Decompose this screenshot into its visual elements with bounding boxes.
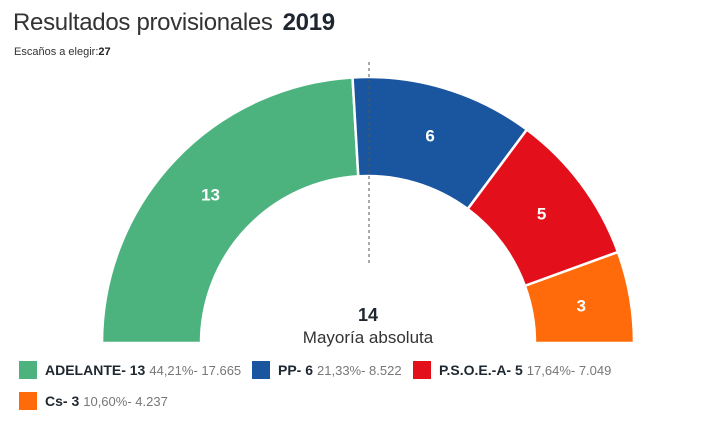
legend-name: ADELANTE- 13 [45, 362, 146, 378]
page-title: Resultados provisionales 2019 [13, 9, 335, 37]
majority-label: Mayoría absoluta [302, 328, 434, 347]
legend-swatch [413, 361, 431, 379]
legend-name: P.S.O.E.-A- 5 [439, 362, 523, 378]
majority-value: 14 [357, 305, 379, 325]
title-text: Resultados provisionales [13, 9, 273, 36]
legend-swatch [252, 361, 270, 379]
legend-name: Cs- 3 [45, 393, 80, 409]
slice-adelante[interactable] [100, 76, 360, 345]
seats-label: Escaños a elegir: [14, 46, 99, 58]
slice-cs[interactable] [523, 250, 636, 345]
seat-label-psoea: 5 [537, 205, 546, 224]
legend-swatch [19, 361, 37, 379]
legend-stat: 10,60%- 4.237 [83, 393, 168, 409]
legend-item-cs[interactable]: Cs- 3 10,60%- 4.237 [19, 392, 168, 410]
legend-stat: 17,64%- 7.049 [526, 362, 612, 378]
seats-value: 27 [98, 46, 111, 58]
legend-swatch [19, 392, 37, 410]
seats-to-elect: Escaños a elegir:27 [14, 46, 111, 58]
chart-slices [100, 75, 636, 345]
legend-item-adelante[interactable]: ADELANTE- 13 44,21%- 17.665 [19, 361, 241, 379]
legend-item-pp[interactable]: PP- 6 21,33%- 8.522 [252, 361, 402, 379]
chart-labels: 13 6 5 3 [201, 127, 586, 316]
legend-stat: 21,33%- 8.522 [317, 362, 402, 378]
seat-label-cs: 3 [576, 296, 585, 315]
legend-stat: 44,21%- 17.665 [149, 362, 242, 378]
legend-item-psoe[interactable]: P.S.O.E.-A- 5 17,64%- 7.049 [413, 361, 611, 379]
seat-label-pp: 6 [425, 127, 434, 146]
legend-name: PP- 6 [278, 362, 314, 378]
seat-label-adelante: 13 [201, 185, 220, 204]
title-year: 2019 [282, 9, 336, 36]
